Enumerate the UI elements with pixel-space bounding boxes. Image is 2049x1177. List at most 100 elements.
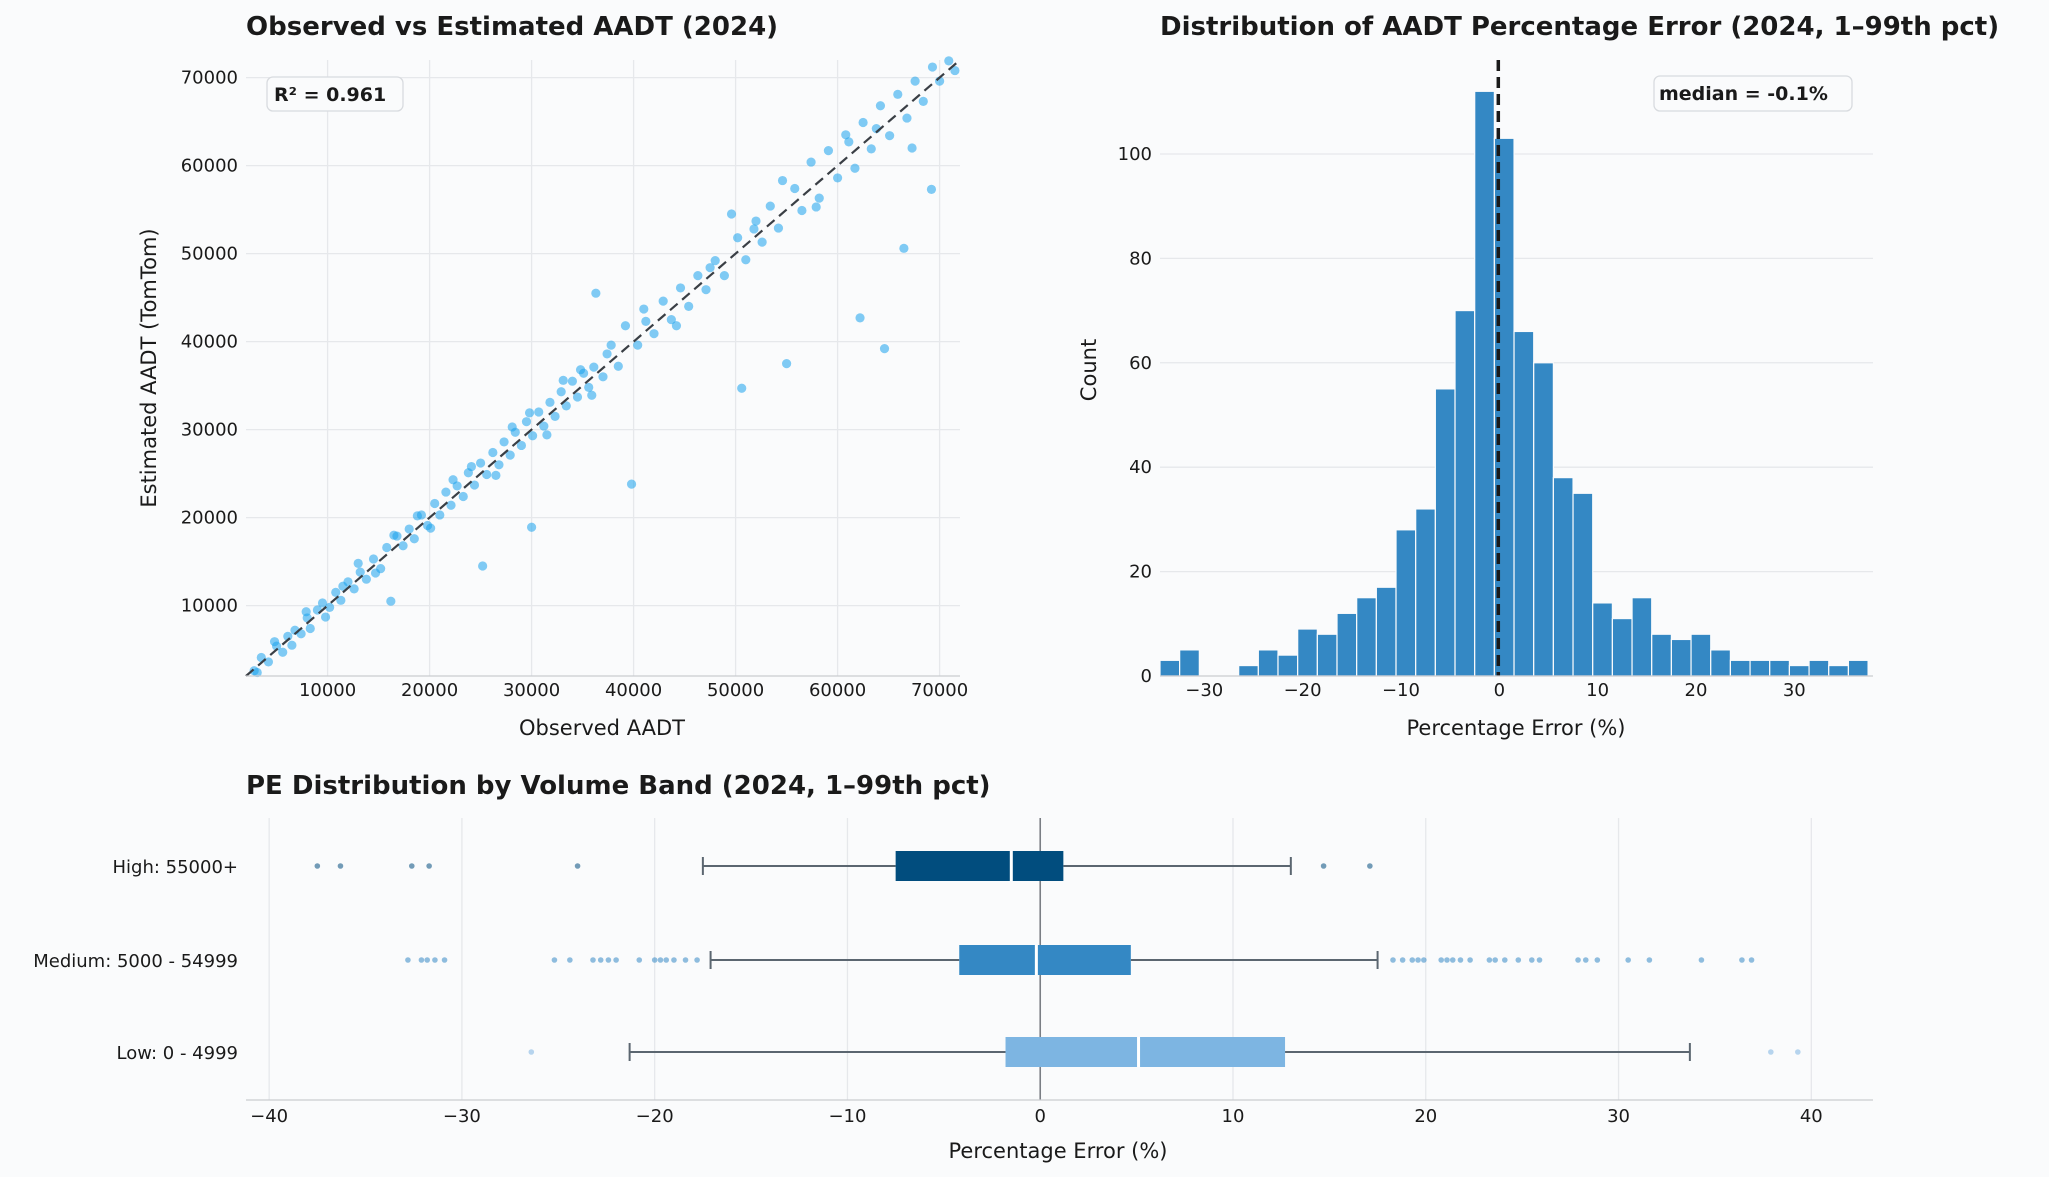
scatter-point <box>370 568 381 578</box>
boxplot-boxes <box>314 851 1801 1067</box>
scatter-point <box>491 470 501 480</box>
boxplot-x-tick-label: −20 <box>636 1106 674 1127</box>
histogram-bar <box>1395 529 1417 677</box>
scatter-point <box>633 340 643 350</box>
boxplot-band <box>405 945 1755 975</box>
outlier-point <box>1768 1049 1774 1055</box>
scatter-point <box>806 157 816 167</box>
histogram-bar <box>1651 633 1672 677</box>
boxplot-band-labels: High: 55000+ Medium: 5000 - 54999 Low: 0 -… <box>33 857 238 1064</box>
boxplot-band <box>314 851 1373 881</box>
histogram-bar <box>1670 638 1692 677</box>
band-label: Medium: 5000 - 54999 <box>33 951 238 972</box>
boxplot-title: PE Distribution by Volume Band (2024, 1–… <box>246 771 991 801</box>
histogram-bar <box>1434 388 1456 677</box>
scatter-point <box>684 301 694 311</box>
outlier-point <box>590 957 596 963</box>
outlier-point <box>1320 863 1327 869</box>
scatter-point <box>301 607 311 617</box>
scatter-point <box>446 500 456 510</box>
scatter-point <box>751 216 761 226</box>
outlier-point <box>1457 957 1464 963</box>
boxplot-x-tick-label: 20 <box>1414 1106 1437 1127</box>
outlier-point <box>1502 957 1508 963</box>
outlier-point <box>1748 957 1755 963</box>
outlier-point <box>1486 957 1493 963</box>
scatter-x-tick-label: 60000 <box>809 680 866 701</box>
scatter-points <box>249 56 960 678</box>
outlier-point <box>441 957 448 963</box>
boxplot-x-tick-label: 10 <box>1222 1106 1245 1127</box>
histogram-y-ticks: 0 20 40 60 80 100 <box>1118 144 1152 687</box>
scatter-point <box>382 542 392 553</box>
scatter-point <box>671 321 682 331</box>
outlier-point <box>405 957 411 963</box>
histogram-bar <box>1356 597 1377 677</box>
scatter-point <box>435 510 445 520</box>
boxplot-x-label: Percentage Error (%) <box>948 1139 1167 1163</box>
scatter-panel: Observed vs Estimated AADT (2024) 10000 2… <box>137 12 968 740</box>
scatter-point <box>666 315 676 325</box>
scatter-point <box>790 183 800 194</box>
histogram-y-tick-label: 20 <box>1129 562 1152 583</box>
scatter-point <box>693 271 703 281</box>
scatter-x-tick-label: 30000 <box>503 680 560 701</box>
scatter-point <box>355 567 365 577</box>
histogram-x-tick-label: 10 <box>1586 680 1609 701</box>
boxplot-x-tick-label: 30 <box>1607 1106 1630 1127</box>
histogram-bar <box>1375 586 1397 677</box>
scatter-point <box>841 130 851 140</box>
histogram-bar <box>1552 477 1574 677</box>
scatter-point <box>331 587 341 598</box>
scatter-point <box>907 143 917 153</box>
scatter-point <box>545 397 555 407</box>
scatter-point <box>737 383 747 393</box>
outlier-point <box>657 957 664 963</box>
histogram-bar <box>1729 659 1751 677</box>
scatter-point <box>466 461 477 472</box>
outlier-point <box>432 957 438 963</box>
scatter-point <box>899 243 909 253</box>
outlier-point <box>1625 957 1631 963</box>
outlier-point <box>1582 957 1589 963</box>
histogram-x-tick-label: 30 <box>1783 680 1806 701</box>
scatter-point <box>587 390 597 400</box>
histogram-bar <box>1592 602 1613 677</box>
outlier-point <box>567 957 573 963</box>
boxplot-x-ticks: −40 −30 −20 −10 0 10 20 30 40 <box>250 1106 1823 1127</box>
scatter-point <box>528 431 538 441</box>
outlier-point <box>551 957 558 963</box>
scatter-point <box>927 62 938 72</box>
outlier-point <box>663 957 670 963</box>
scatter-point <box>349 584 359 594</box>
scatter-point <box>368 554 379 564</box>
outlier-point <box>694 957 700 963</box>
scatter-point <box>398 541 408 551</box>
scatter-point <box>478 561 488 571</box>
outlier-point <box>1421 957 1427 963</box>
scatter-point <box>918 96 928 106</box>
histogram-x-tick-label: −20 <box>1284 680 1322 701</box>
scatter-point <box>534 407 544 417</box>
outlier-point <box>418 957 425 963</box>
scatter-point <box>488 447 498 458</box>
scatter-point <box>325 602 335 612</box>
histogram-title: Distribution of AADT Percentage Error (2… <box>1160 12 1999 42</box>
scatter-y-tick-label: 50000 <box>181 244 238 265</box>
scatter-point <box>409 534 419 544</box>
histogram-bar <box>1690 633 1712 677</box>
scatter-point <box>641 316 651 326</box>
histogram-bar <box>1238 664 1259 677</box>
scatter-point <box>757 237 767 247</box>
outlier-point <box>1367 863 1373 869</box>
r-squared-annotation: R² = 0.961 <box>274 84 386 106</box>
scatter-point <box>269 637 280 647</box>
scatter-title: Observed vs Estimated AADT (2024) <box>246 12 778 42</box>
outlier-point <box>605 957 612 963</box>
scatter-point <box>613 361 623 371</box>
scatter-x-tick-label: 70000 <box>911 680 968 701</box>
outlier-point <box>1698 957 1705 963</box>
scatter-point <box>855 313 865 323</box>
scatter-point <box>773 223 784 233</box>
